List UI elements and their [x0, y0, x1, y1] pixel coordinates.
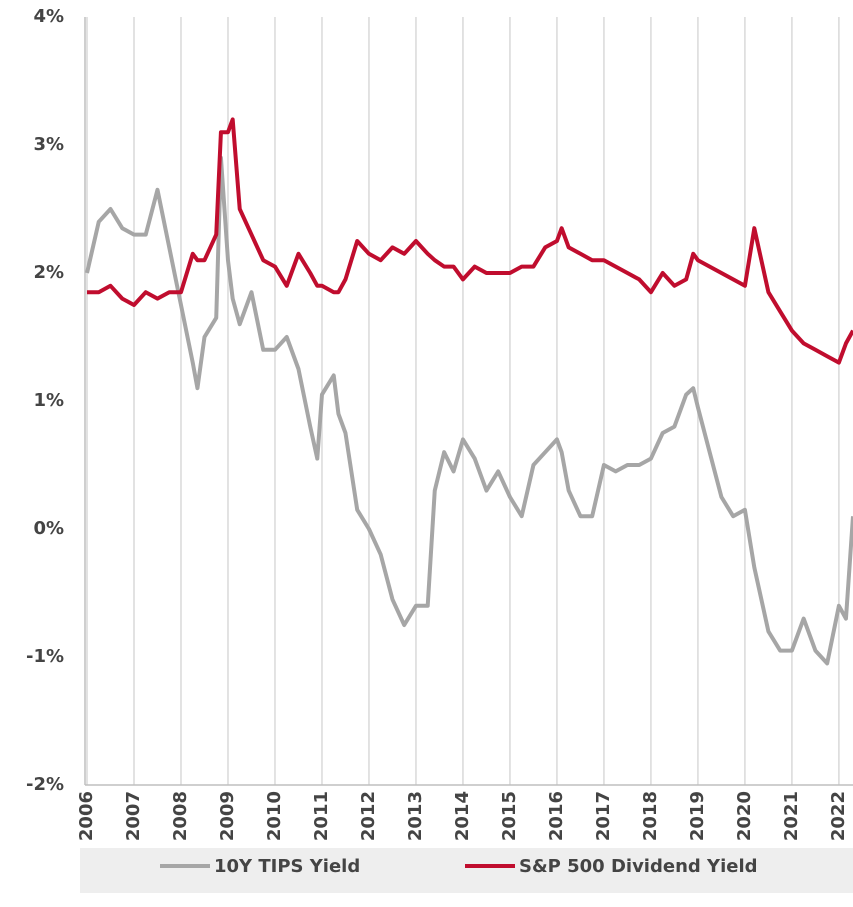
x-tick-label: 2006 [76, 791, 97, 841]
x-tick-label: 2012 [358, 791, 379, 841]
legend-box [80, 848, 853, 893]
x-tick-label: 2010 [264, 791, 285, 841]
x-tick-label: 2008 [170, 791, 191, 841]
x-tick-label: 2007 [123, 791, 144, 841]
x-tick-label: 2022 [828, 791, 849, 841]
series-line [85, 155, 853, 666]
x-tick-label: 2019 [687, 791, 708, 841]
x-tick-label: 2017 [593, 791, 614, 841]
x-tick-label: 2015 [499, 791, 520, 841]
x-tick-label: 2011 [311, 791, 332, 841]
x-tick-label: 2013 [405, 791, 426, 841]
y-tick-label: 1% [33, 390, 64, 411]
y-tick-label: -1% [26, 646, 64, 667]
legend-label: 10Y TIPS Yield [214, 856, 360, 877]
x-tick-label: 2018 [640, 791, 661, 841]
y-tick-label: -2% [26, 774, 64, 795]
x-tick-label: 2009 [217, 791, 238, 841]
y-tick-label: 3% [33, 134, 64, 155]
y-tick-label: 0% [33, 518, 64, 539]
x-tick-label: 2021 [781, 791, 802, 841]
y-tick-label: 2% [33, 262, 64, 283]
y-tick-label: 4% [33, 6, 64, 27]
x-tick-label: 2014 [452, 791, 473, 841]
series-line [87, 117, 853, 365]
x-tick-label: 2016 [546, 791, 567, 841]
x-tick-label: 2020 [734, 791, 755, 841]
legend-label: S&P 500 Dividend Yield [519, 856, 758, 877]
